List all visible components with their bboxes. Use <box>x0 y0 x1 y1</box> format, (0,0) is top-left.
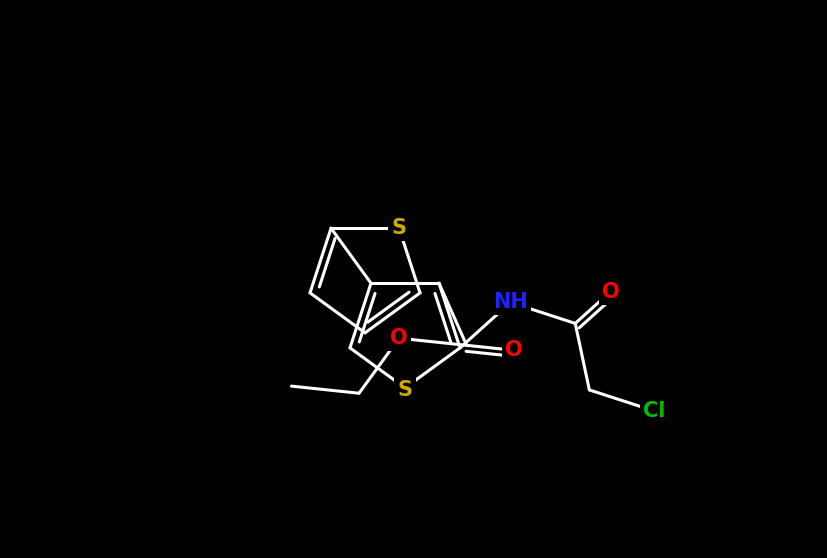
Text: NH: NH <box>493 292 528 312</box>
Text: Cl: Cl <box>643 401 665 421</box>
Text: O: O <box>505 340 523 360</box>
Text: S: S <box>391 218 407 238</box>
Text: S: S <box>398 380 413 400</box>
Text: O: O <box>390 328 408 348</box>
Text: O: O <box>602 282 619 301</box>
